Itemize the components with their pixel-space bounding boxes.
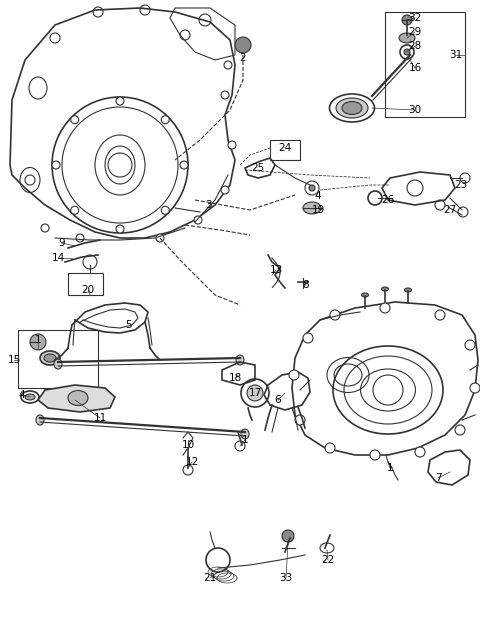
Circle shape: [309, 185, 315, 191]
Ellipse shape: [342, 102, 362, 114]
Circle shape: [221, 186, 229, 194]
Circle shape: [235, 37, 251, 53]
Circle shape: [116, 225, 124, 233]
Ellipse shape: [40, 351, 60, 365]
Text: 12: 12: [185, 457, 199, 467]
Text: 13: 13: [269, 265, 283, 275]
Circle shape: [370, 450, 380, 460]
Circle shape: [435, 310, 445, 320]
Bar: [270, 140, 300, 160]
Circle shape: [116, 97, 124, 105]
Text: 4: 4: [19, 390, 25, 400]
Text: 10: 10: [181, 440, 194, 450]
Circle shape: [161, 206, 169, 214]
Bar: [68, 273, 103, 295]
Text: 16: 16: [408, 63, 421, 73]
Text: 3: 3: [204, 200, 211, 210]
Text: 30: 30: [408, 105, 421, 115]
Text: 2: 2: [240, 53, 246, 63]
Circle shape: [470, 383, 480, 393]
Text: 28: 28: [408, 41, 421, 51]
Ellipse shape: [382, 287, 388, 291]
Text: 8: 8: [303, 280, 309, 290]
Circle shape: [71, 116, 79, 124]
Text: 32: 32: [408, 13, 421, 23]
Ellipse shape: [68, 391, 88, 406]
Ellipse shape: [361, 293, 369, 297]
Ellipse shape: [336, 98, 368, 118]
Text: 25: 25: [252, 163, 264, 173]
Text: 4: 4: [315, 191, 321, 201]
Ellipse shape: [405, 288, 411, 292]
Circle shape: [295, 415, 305, 425]
Circle shape: [224, 61, 232, 69]
Text: 20: 20: [82, 285, 95, 295]
Circle shape: [156, 234, 164, 242]
Circle shape: [30, 334, 46, 350]
Text: 18: 18: [228, 373, 241, 383]
Circle shape: [289, 370, 299, 380]
Ellipse shape: [25, 394, 35, 400]
Circle shape: [404, 49, 410, 55]
Text: 5: 5: [125, 320, 132, 330]
Circle shape: [415, 447, 425, 457]
Ellipse shape: [54, 359, 62, 369]
Ellipse shape: [44, 354, 56, 362]
Ellipse shape: [236, 355, 244, 365]
Text: 15: 15: [7, 355, 21, 365]
Circle shape: [221, 91, 229, 99]
Text: 1: 1: [387, 463, 393, 473]
Text: 33: 33: [279, 573, 293, 583]
Circle shape: [325, 443, 335, 453]
Circle shape: [41, 224, 49, 232]
Circle shape: [180, 161, 188, 169]
Text: 21: 21: [204, 573, 216, 583]
Circle shape: [455, 425, 465, 435]
Text: 7: 7: [435, 473, 441, 483]
Bar: [18, 330, 98, 388]
Text: 14: 14: [51, 253, 65, 263]
Text: 31: 31: [449, 50, 463, 60]
Circle shape: [282, 530, 294, 542]
Text: 1: 1: [242, 435, 248, 445]
Text: 11: 11: [94, 413, 107, 423]
Circle shape: [247, 385, 263, 401]
Ellipse shape: [241, 429, 249, 439]
Text: 22: 22: [322, 555, 335, 565]
Text: 1: 1: [35, 335, 41, 345]
Circle shape: [303, 333, 313, 343]
Text: 9: 9: [59, 238, 65, 248]
Ellipse shape: [303, 202, 321, 214]
Text: 19: 19: [312, 205, 324, 215]
Polygon shape: [38, 385, 115, 412]
Circle shape: [194, 216, 202, 224]
Ellipse shape: [36, 415, 44, 425]
Circle shape: [465, 340, 475, 350]
Circle shape: [52, 161, 60, 169]
Circle shape: [228, 141, 236, 149]
Text: 29: 29: [408, 27, 421, 37]
Text: 23: 23: [455, 180, 468, 190]
Text: 27: 27: [444, 205, 456, 215]
Text: 26: 26: [382, 195, 395, 205]
Text: 24: 24: [278, 143, 292, 153]
Circle shape: [76, 234, 84, 242]
Circle shape: [330, 310, 340, 320]
Ellipse shape: [399, 33, 415, 43]
Circle shape: [161, 116, 169, 124]
Circle shape: [380, 303, 390, 313]
Circle shape: [71, 206, 79, 214]
Text: 6: 6: [275, 395, 281, 405]
Circle shape: [402, 15, 412, 25]
Text: 17: 17: [248, 388, 262, 398]
Bar: [385, 12, 465, 117]
